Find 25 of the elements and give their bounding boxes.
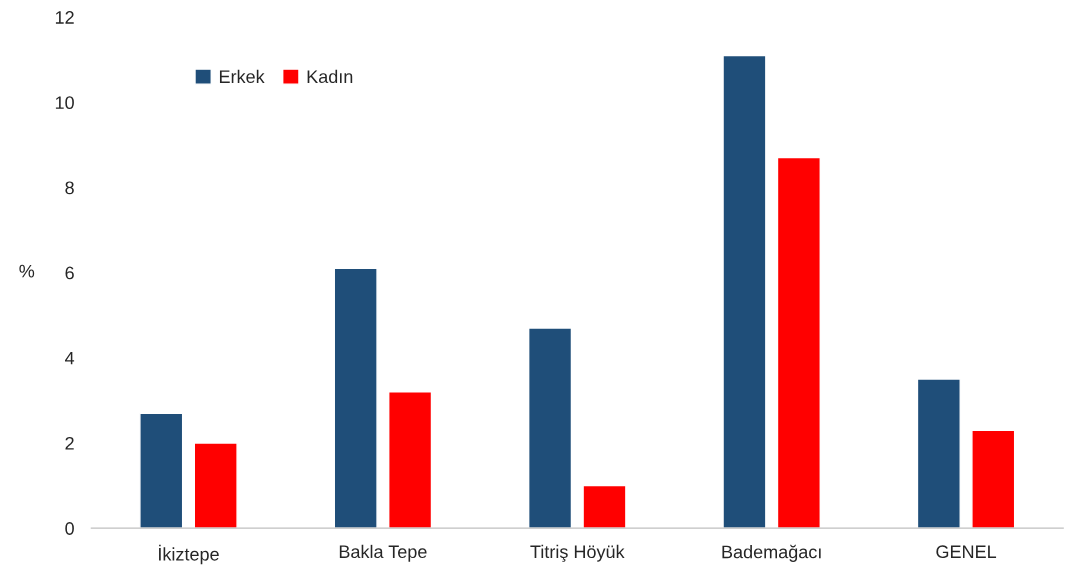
bar [722,54,767,529]
bar [193,442,238,529]
x-tick-label: Titriş Höyük [530,544,625,562]
x-tick-label: İkiztepe [159,544,219,565]
bar [776,156,821,529]
y-tick-label: 2 [65,436,74,450]
x-tick-label: GENEL [936,545,997,559]
y-tick-label: 6 [65,266,74,280]
y-tick-label: 12 [55,11,74,24]
x-tick-label: Bademağacı [722,544,821,562]
x-tick-label: Bakla Tepe [339,544,427,562]
y-tick-label: 4 [65,351,75,365]
bar [388,391,433,529]
bar [333,267,378,529]
y-axis-title: % [19,264,35,278]
y-tick-label: 0 [65,522,74,535]
y-tick-label: 10 [55,96,74,110]
bar [582,484,627,529]
legend-label: Erkek [219,69,265,84]
bar [139,412,184,529]
y-tick-label: 8 [65,181,74,195]
bar [527,327,573,529]
bar [916,378,961,529]
legend-label: Kadın [307,69,353,84]
bar [971,429,1016,529]
